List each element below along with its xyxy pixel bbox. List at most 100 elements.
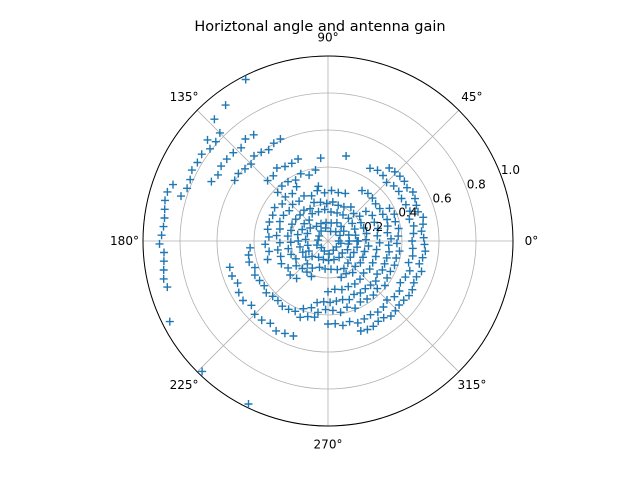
data-point xyxy=(356,218,365,227)
data-point xyxy=(417,227,426,236)
data-point xyxy=(394,232,403,241)
data-point xyxy=(346,253,355,262)
data-point xyxy=(211,137,220,146)
data-point xyxy=(324,256,333,265)
data-point xyxy=(326,227,335,236)
data-point xyxy=(324,287,332,296)
data-point xyxy=(344,239,353,248)
data-point xyxy=(284,263,293,272)
data-point xyxy=(339,227,348,236)
theta-tick-label: 135° xyxy=(170,90,199,104)
data-point xyxy=(348,219,357,228)
data-point xyxy=(273,245,282,254)
data-point xyxy=(421,247,430,256)
data-point xyxy=(335,253,344,262)
data-point xyxy=(275,217,284,226)
data-point xyxy=(344,282,353,291)
data-point xyxy=(336,231,344,240)
data-point xyxy=(405,266,414,275)
data-point xyxy=(217,162,226,171)
data-point xyxy=(366,310,375,319)
data-point xyxy=(369,291,378,300)
data-point xyxy=(237,143,246,152)
data-point xyxy=(320,247,329,255)
data-point xyxy=(374,317,383,326)
data-point xyxy=(281,192,290,201)
data-point xyxy=(294,237,303,245)
data-point xyxy=(193,158,202,167)
data-point xyxy=(327,208,335,216)
data-point xyxy=(373,270,382,279)
data-point xyxy=(351,231,360,240)
data-point xyxy=(364,242,373,250)
data-point xyxy=(241,135,250,143)
data-point xyxy=(399,296,408,305)
data-point xyxy=(403,183,411,192)
data-point xyxy=(385,164,394,172)
data-point xyxy=(250,263,259,272)
data-point xyxy=(363,295,372,303)
data-point xyxy=(337,285,346,294)
data-point xyxy=(378,265,387,274)
data-point xyxy=(307,303,316,312)
data-point xyxy=(356,258,365,267)
data-point xyxy=(280,329,289,338)
data-point xyxy=(382,253,391,262)
data-point xyxy=(285,206,294,215)
data-point xyxy=(320,205,329,214)
grid-spoke-45 xyxy=(327,109,460,242)
data-point xyxy=(380,281,389,290)
data-point xyxy=(284,305,293,314)
r-tick-label: 0.8 xyxy=(467,177,486,191)
data-point xyxy=(392,254,401,262)
data-point xyxy=(298,248,307,257)
r-tick-label: 0.6 xyxy=(433,192,452,206)
data-point xyxy=(263,255,272,264)
data-point xyxy=(327,186,336,195)
data-point xyxy=(391,217,400,226)
data-point xyxy=(363,189,372,198)
data-point xyxy=(415,259,424,268)
data-point xyxy=(365,265,374,274)
data-point xyxy=(333,208,342,217)
data-point xyxy=(303,259,312,268)
data-point xyxy=(221,101,230,110)
data-point xyxy=(359,224,368,232)
data-point xyxy=(276,252,285,261)
data-point xyxy=(390,210,399,219)
data-point xyxy=(342,152,351,160)
data-point xyxy=(159,257,168,266)
data-point xyxy=(187,166,196,175)
data-point xyxy=(245,258,254,267)
theta-tick-label: 270° xyxy=(314,438,343,452)
data-point xyxy=(414,207,422,216)
data-point xyxy=(419,213,428,222)
data-point xyxy=(163,187,172,196)
data-point xyxy=(163,283,172,292)
data-point xyxy=(395,287,404,295)
data-point xyxy=(373,231,382,240)
data-point xyxy=(401,273,410,282)
data-point xyxy=(373,284,382,293)
data-point xyxy=(255,276,264,285)
data-point xyxy=(278,199,287,208)
data-point xyxy=(375,238,384,247)
data-point xyxy=(314,253,323,262)
data-point xyxy=(360,247,369,256)
data-point xyxy=(249,130,258,139)
data-point xyxy=(250,151,258,160)
data-point xyxy=(277,259,286,268)
data-point xyxy=(310,198,318,207)
data-point xyxy=(332,242,341,251)
data-point xyxy=(343,259,352,268)
data-point xyxy=(307,191,316,200)
data-point xyxy=(257,148,266,157)
data-point xyxy=(241,75,250,84)
data-point xyxy=(160,205,169,214)
data-point xyxy=(308,209,317,218)
data-point xyxy=(264,232,273,241)
data-point xyxy=(269,139,278,148)
data-point xyxy=(289,332,298,340)
data-point xyxy=(338,249,347,257)
data-point xyxy=(260,281,269,290)
